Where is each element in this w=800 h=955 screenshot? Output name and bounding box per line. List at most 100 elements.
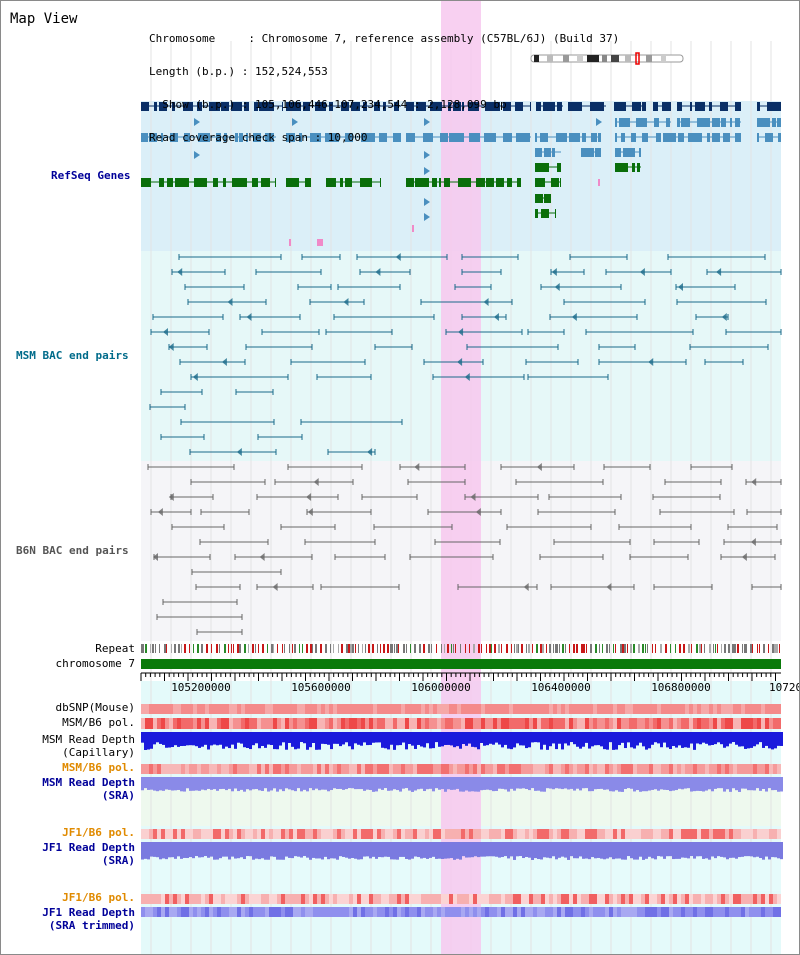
axis-tick-label: 106400000: [531, 681, 591, 694]
repeat-element: [419, 644, 421, 653]
jf1-sra-depth-bar: [219, 842, 222, 859]
msm-bac-track[interactable]: [149, 253, 782, 456]
jf1-sra-depth-bar: [324, 842, 327, 857]
jf1-sra-depth-bar: [525, 842, 528, 857]
b6n-bac-track[interactable]: [147, 463, 782, 635]
msm-cap-depth-bar: [237, 732, 240, 743]
highlight-region[interactable]: [441, 1, 481, 955]
jf1-pol-cell: [757, 829, 761, 839]
msm-bac-label[interactable]: MSM BAC end pairs: [16, 349, 129, 362]
msm-sra-depth-bar: [240, 777, 243, 790]
jf1-sra-depth-bar: [249, 842, 252, 857]
dbsnp-cell: [417, 704, 421, 714]
jf1-pol-cell: [377, 829, 381, 839]
msm-pol2-cell: [413, 764, 417, 774]
chromosome-bar[interactable]: [141, 659, 781, 669]
heatmap-tracks[interactable]: [141, 704, 783, 917]
msm-cap-depth-bar: [522, 732, 525, 746]
repeat-element: [294, 644, 296, 653]
jf1-pol2-cell: [169, 894, 173, 904]
msm-sra-depth-bar: [420, 777, 423, 789]
repeat-element: [341, 644, 343, 653]
refseq-gene-dark-exon: [720, 102, 728, 111]
jf1-trim-depth-cell: [397, 907, 401, 917]
jf1-pol-cell: [337, 829, 341, 839]
msm-pol2-cell: [381, 764, 385, 774]
jf1-pol2-cell: [589, 894, 593, 904]
repeat-element: [709, 644, 711, 653]
msm-cap-depth-bar: [594, 732, 597, 746]
refseq-gene-mid-exon: [735, 118, 740, 127]
jf1-pol-cell: [649, 829, 653, 839]
jf1-pol2-cell: [617, 894, 621, 904]
msm-sra-depth-bar: [228, 777, 231, 789]
dbsnp-cell: [653, 704, 657, 714]
repeat-element: [277, 644, 278, 653]
refseq-gene-mid-exon: [677, 118, 680, 127]
refseq-gene-green-exon: [345, 178, 352, 187]
jf1-trim-depth-cell: [777, 907, 781, 917]
msm-cap-depth-bar: [423, 732, 426, 748]
jf1-pol2-cell: [661, 894, 665, 904]
msm-sra-depth-bar: [306, 777, 309, 792]
jf1-pol2-cell: [373, 894, 377, 904]
repeat-element: [701, 644, 702, 653]
msm-sra-depth-bar: [774, 777, 777, 791]
msm-sra-depth-bar: [150, 777, 153, 790]
msm-pol2-cell: [673, 764, 677, 774]
msm-cap-depth-bar: [555, 732, 558, 750]
repeat-element: [150, 644, 151, 653]
msm-cap-depth-bar: [732, 732, 735, 743]
header-info: Chromosome : Chromosome 7, reference ass…: [149, 11, 619, 165]
msm-sra-depth-bar: [195, 777, 198, 791]
jf1-pol2-cell: [549, 894, 553, 904]
chromosome-ideogram-icon[interactable]: [530, 52, 684, 65]
repeat-element: [365, 644, 366, 653]
msm-bac-pair-arrow: [721, 313, 727, 321]
msm-pol2-cell: [409, 764, 413, 774]
b6n-bac-label[interactable]: B6N BAC end pairs: [16, 544, 129, 557]
refseq-gene-dark-exon: [767, 102, 781, 111]
header-length-line: Length (b.p.) : 152,524,553: [149, 65, 328, 78]
axis-tick-label: 105600000: [291, 681, 351, 694]
msm-pol-cell: [397, 718, 401, 729]
jf1-sra-depth-bar: [300, 842, 303, 858]
msm-pol-cell: [401, 718, 405, 729]
jf1-pol2-cell: [413, 894, 417, 904]
refseq-gene-dark-exon: [653, 102, 658, 111]
repeat-element: [447, 644, 449, 653]
msm-cap-depth-bar: [753, 732, 756, 747]
msm-cap-depth-bar: [444, 732, 447, 745]
jf1-trim-depth-cell: [205, 907, 209, 917]
jf1-trim-depth-cell: [365, 907, 369, 917]
msm-cap-depth-bar: [564, 732, 567, 744]
msm-pol-cell: [541, 718, 545, 729]
msm-cap-depth-bar: [618, 732, 621, 746]
dbsnp-cell: [281, 704, 285, 714]
msm-sra-depth-bar: [273, 777, 276, 789]
dbsnp-cell: [573, 704, 577, 714]
refseq-genes-label[interactable]: RefSeq Genes: [51, 169, 131, 182]
jf1-sra-depth-bar: [579, 842, 582, 857]
jf1-pol-cell: [445, 829, 449, 839]
jf1-trim-depth-cell: [417, 907, 421, 917]
repeat-element: [362, 644, 363, 653]
msm-pol-cell: [377, 718, 381, 729]
repeat-element: [282, 644, 283, 653]
msm-bac-pair-arrow: [648, 358, 654, 366]
msm-cap-depth-bar: [159, 732, 162, 744]
refseq-gene-dark-exon: [690, 102, 692, 111]
repeat-track[interactable]: [141, 644, 780, 653]
msm-cap-depth-bar: [432, 732, 435, 749]
msm-cap-depth-bar: [357, 732, 360, 745]
msm-pol2-cell: [373, 764, 377, 774]
refseq-genes-track[interactable]: [141, 102, 781, 246]
jf1-trim-depth-cell: [573, 907, 577, 917]
repeat-element: [696, 644, 698, 653]
jf1-sra-depth-bar: [420, 842, 423, 859]
jf1-pol2-cell: [517, 894, 521, 904]
msm-cap-depth-bar: [672, 732, 675, 747]
jf1-sra-depth-bar: [276, 842, 279, 860]
